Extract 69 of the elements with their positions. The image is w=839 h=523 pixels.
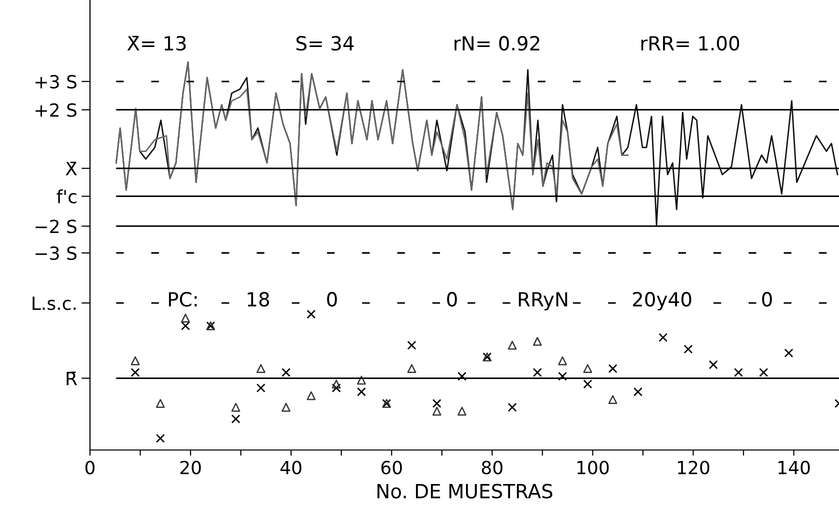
point (156, 399, 165, 408)
point (407, 364, 416, 373)
x-tick-label: 60 (381, 460, 402, 474)
ref-line-label: X̄ (66, 162, 77, 176)
ref-line-label: +2 S (36, 103, 76, 117)
x-axis-title: No. DE MUESTRAS (378, 484, 552, 498)
ref-line-label: −2 S (36, 220, 76, 234)
point (332, 380, 341, 388)
point (457, 372, 466, 381)
ref-line-label: f'c (56, 189, 76, 204)
point (608, 395, 618, 404)
annotation: 0 (327, 292, 337, 307)
point (458, 406, 466, 416)
point (282, 368, 291, 377)
point (256, 383, 266, 392)
point (532, 368, 542, 377)
point (306, 391, 316, 400)
point (658, 333, 668, 342)
x-tick-label: 140 (778, 460, 810, 474)
point (306, 310, 316, 319)
text: rRR= 1.00 (641, 36, 740, 51)
ref-line-label: R̄ (66, 372, 77, 386)
text: S= 34 (296, 36, 354, 51)
text: X̄= 13 (127, 36, 186, 51)
x-tick-label: 100 (577, 460, 609, 474)
point (508, 340, 517, 350)
point (357, 376, 366, 385)
text: rN= 0.92 (454, 36, 540, 51)
point (633, 387, 642, 396)
point (130, 356, 140, 366)
point (532, 336, 542, 346)
point (558, 372, 568, 381)
point (583, 380, 592, 389)
ref-line-label: L.s.c. (32, 296, 76, 310)
point (508, 402, 517, 412)
annotation: RRyN (518, 292, 568, 310)
annotation: 0 (447, 292, 457, 307)
point (432, 406, 442, 416)
annotation: 0 (762, 292, 772, 307)
point (684, 344, 693, 354)
point (231, 402, 240, 412)
point (332, 383, 341, 392)
point (784, 348, 794, 358)
x-tick-label: 0 (85, 460, 95, 474)
x-tick-label: 80 (482, 460, 502, 474)
annotation: 18 (248, 292, 270, 307)
point (256, 364, 266, 373)
point (608, 364, 618, 374)
point (231, 414, 240, 424)
x-tick-label: 40 (280, 460, 302, 474)
point (130, 368, 140, 377)
point (282, 402, 290, 412)
point (181, 314, 190, 323)
annotation: 20y40 (632, 292, 692, 310)
point (708, 360, 718, 370)
point (583, 364, 592, 373)
point (156, 434, 165, 443)
ref-line-label: +3 S (36, 74, 76, 89)
x-tick-label: 120 (678, 460, 710, 474)
x-tick-label: 20 (180, 460, 201, 474)
point (432, 398, 442, 408)
point (558, 356, 567, 366)
point (356, 387, 366, 396)
point (181, 321, 190, 330)
point (759, 368, 768, 377)
point (407, 340, 416, 350)
point (734, 368, 743, 377)
annotation: PC: (168, 292, 197, 307)
ref-line-label: −3 S (36, 246, 76, 260)
